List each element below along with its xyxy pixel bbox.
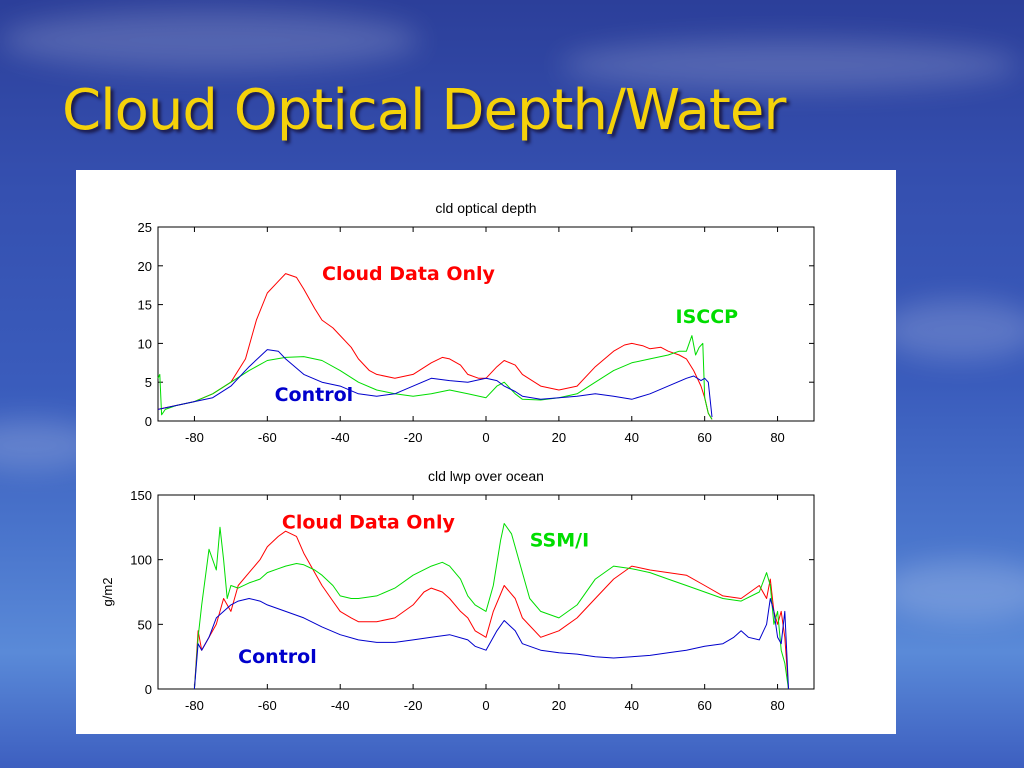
- chart-2-ytick-label: 50: [138, 617, 152, 632]
- chart-1-ytick-label: 20: [138, 259, 152, 274]
- chart-2-xtick-label: 60: [697, 698, 711, 713]
- slide-title: Cloud Optical Depth/Water: [62, 78, 786, 143]
- background-streak: [880, 300, 1024, 360]
- chart-1-xtick-label: -40: [331, 430, 350, 445]
- chart-2-ytick-label: 0: [145, 682, 152, 697]
- chart-1-annotation-isccp: ISCCP: [676, 306, 739, 328]
- chart-2-xtick-label: 0: [482, 698, 489, 713]
- chart-2-ylabel: g/m2: [100, 578, 115, 607]
- chart-1-xtick-label: 40: [625, 430, 639, 445]
- chart-1-xtick-label: -80: [185, 430, 204, 445]
- chart-1-series-isccp: [157, 335, 713, 420]
- chart-2-annotation-cloud-data-only: Cloud Data Only: [282, 512, 456, 534]
- chart-2-annotation-control: Control: [238, 646, 317, 668]
- background-streak: [560, 40, 1020, 90]
- chart-1-xtick-label: -60: [258, 430, 277, 445]
- chart-1-ytick-label: 25: [138, 220, 152, 235]
- background-streak: [880, 560, 1024, 620]
- chart-2-ytick-label: 100: [130, 553, 152, 568]
- chart-1-series-cloud-data-only: [157, 273, 713, 420]
- chart-1-xtick-label: 60: [697, 430, 711, 445]
- chart-figure: cld optical depth -80 -60 -40 -20 0 20 40 60 80 0 5…: [100, 200, 815, 713]
- chart-2-xtick-label: 20: [552, 698, 566, 713]
- chart-1-xtick-label: 0: [482, 430, 489, 445]
- figure-panel: cld optical depth -80 -60 -40 -20 0 20 40 60 80 0 5…: [76, 170, 896, 734]
- chart-2-xtick-label: -80: [185, 698, 204, 713]
- chart-1-xtick-label: -20: [404, 430, 423, 445]
- chart-1-ytick-label: 15: [138, 298, 152, 313]
- chart-1-annotation-control: Control: [275, 384, 354, 406]
- chart-2-xtick-label: -20: [404, 698, 423, 713]
- chart-1-annotation-cloud-data-only: Cloud Data Only: [322, 263, 496, 285]
- chart-1-ytick-label: 0: [145, 414, 152, 429]
- background-streak: [0, 10, 420, 70]
- chart-2-ytick-label: 150: [130, 488, 152, 503]
- chart-2-series-cloud-data-only: [193, 530, 789, 690]
- chart-1-xtick-label: 20: [552, 430, 566, 445]
- chart-2-xtick-label: -60: [258, 698, 277, 713]
- chart-2-xtick-label: 40: [625, 698, 639, 713]
- chart-2-xtick-label: -40: [331, 698, 350, 713]
- chart-1-title: cld optical depth: [435, 200, 536, 216]
- chart-2-xtick-label: 80: [770, 698, 784, 713]
- chart-2-title: cld lwp over ocean: [428, 468, 544, 484]
- chart-2-series-control: [193, 598, 789, 690]
- chart-2-annotation-ssm-i: SSM/I: [530, 530, 589, 552]
- chart-2-series-ssm-i: [193, 523, 789, 690]
- chart-1-series-control: [157, 349, 713, 418]
- chart-1-ytick-label: 10: [138, 336, 152, 351]
- chart-1-ytick-label: 5: [145, 375, 152, 390]
- chart-1-xtick-label: 80: [770, 430, 784, 445]
